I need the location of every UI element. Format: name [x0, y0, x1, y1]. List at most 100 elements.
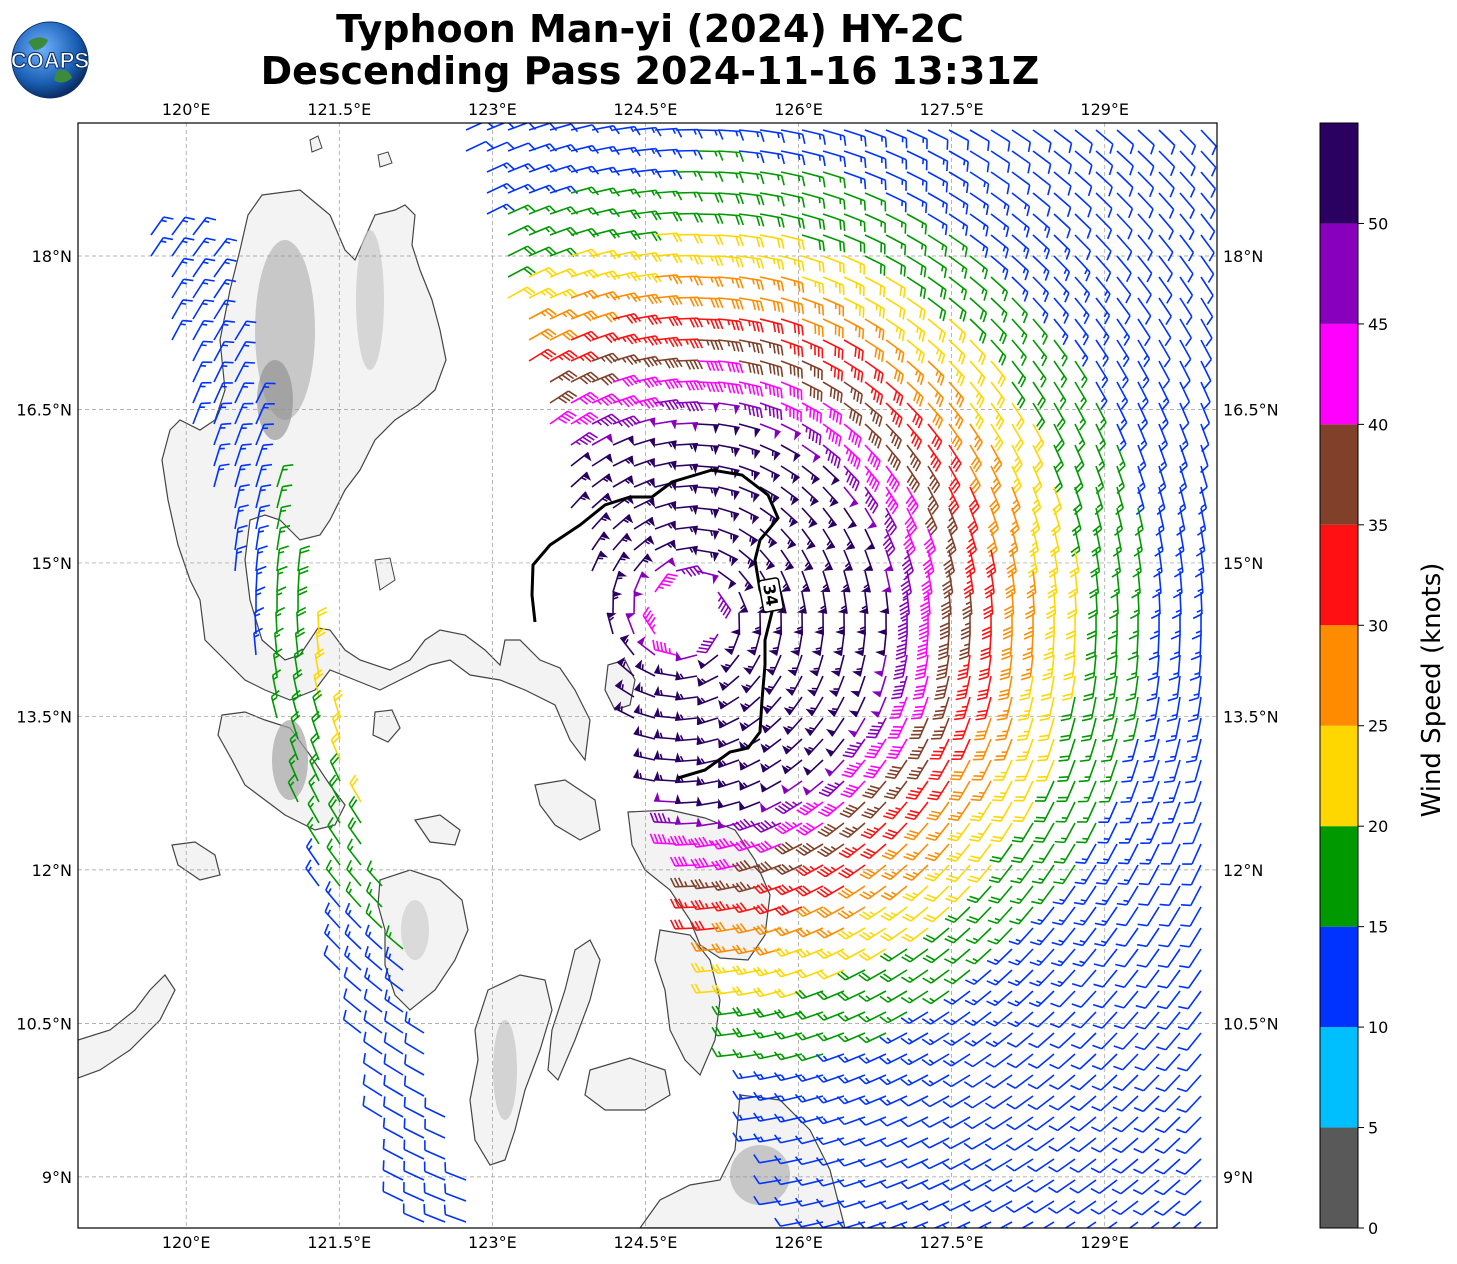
wind-barb	[1080, 717, 1097, 742]
colorbar-tick-label: 45	[1368, 315, 1388, 334]
wind-barb	[1029, 948, 1055, 967]
wind-barb	[843, 402, 863, 426]
wind-barb	[696, 714, 719, 726]
wind-barb	[1032, 318, 1048, 345]
wind-barb	[612, 374, 642, 387]
wind-barb	[785, 675, 803, 696]
wind-barb	[1116, 885, 1139, 906]
wind-barb	[1074, 255, 1091, 282]
wind-barb	[696, 150, 724, 161]
wind-barb	[1179, 381, 1191, 410]
wind-barb	[347, 817, 362, 845]
wind-barb	[654, 707, 677, 719]
wind-barb	[843, 360, 864, 383]
wind-barb	[738, 423, 761, 438]
wind-barb	[1200, 339, 1213, 368]
wind-barb	[987, 906, 1013, 925]
wind-barb	[990, 423, 1004, 452]
wind-barb	[738, 171, 765, 185]
wind-barb	[675, 545, 698, 556]
wind-barb	[801, 402, 823, 424]
wind-barb	[922, 927, 950, 943]
wind-barb	[988, 864, 1013, 884]
wind-barb	[1116, 906, 1139, 927]
wind-barb	[1030, 507, 1041, 537]
wind-barb	[863, 759, 887, 779]
wind-barb	[675, 651, 698, 662]
wind-barb	[1200, 297, 1214, 326]
wind-barb	[328, 774, 341, 803]
wind-barb	[759, 150, 786, 165]
wind-barb	[213, 258, 237, 278]
wind-barb	[234, 524, 248, 551]
wind-barb	[1032, 171, 1052, 196]
wind-barb	[717, 234, 744, 247]
wind-barb	[984, 570, 995, 599]
wind-barb	[1054, 822, 1076, 844]
wind-barb	[570, 431, 598, 446]
logo-text: COAPS	[11, 48, 89, 73]
wind-barb	[1053, 276, 1070, 303]
wind-barb	[1073, 885, 1097, 906]
wind-barb	[968, 822, 992, 842]
wind-barb	[1179, 255, 1194, 283]
wind-barb	[633, 553, 654, 572]
wind-barb	[213, 422, 232, 446]
wind-barb	[760, 738, 782, 753]
wind-barb	[669, 835, 698, 846]
wind-barb	[826, 717, 845, 737]
colorbar-segment-8	[1320, 323, 1358, 425]
wind-barb	[1056, 780, 1076, 803]
colorbar-segment-2	[1320, 926, 1358, 1028]
wind-barb	[675, 690, 698, 701]
colorbar-tick-label: 35	[1368, 516, 1388, 535]
wind-barb	[822, 486, 839, 508]
wind-barb	[1115, 927, 1139, 947]
y-tick-label-right: 16.5°N	[1223, 400, 1279, 419]
wind-barb	[1188, 675, 1202, 702]
wind-barb	[1030, 906, 1055, 925]
wind-barb	[822, 318, 844, 339]
wind-barb	[654, 539, 677, 551]
wind-barb	[255, 423, 274, 446]
wind-barb	[795, 822, 824, 836]
wind-barb	[1098, 801, 1118, 824]
wind-barb	[1137, 297, 1152, 325]
wind-barb	[1137, 318, 1151, 347]
wind-barb	[1053, 444, 1064, 473]
wind-barb	[1032, 381, 1046, 410]
wind-barb	[848, 696, 866, 718]
wind-barb	[1138, 885, 1160, 906]
wind-barb	[675, 752, 698, 763]
wind-barb	[801, 507, 818, 529]
wind-barb	[717, 339, 744, 353]
wind-barb	[780, 570, 791, 593]
busuanga-island	[171, 841, 221, 881]
wind-barb	[612, 333, 642, 345]
wind-barb	[906, 192, 928, 214]
wind-barb	[906, 213, 928, 235]
wind-barb	[738, 780, 761, 791]
wind-barb	[801, 171, 826, 188]
wind-barb	[895, 633, 908, 660]
wind-barb	[811, 633, 824, 656]
wind-barb	[1148, 633, 1160, 661]
wind-barb	[843, 465, 860, 492]
wind-barb	[1116, 276, 1132, 304]
wind-barb	[839, 801, 866, 818]
wind-barb	[1095, 318, 1110, 346]
wind-barb	[633, 231, 662, 242]
wind-barb	[906, 444, 922, 472]
wind-barb	[1158, 192, 1175, 219]
wind-barb	[948, 465, 961, 494]
wind-barb	[1137, 234, 1153, 262]
wind-barb	[817, 591, 828, 614]
wind-barb	[213, 299, 236, 320]
wind-barb	[759, 528, 778, 549]
wind-barb	[759, 297, 785, 313]
wind-barb	[885, 339, 905, 363]
wind-barb	[795, 905, 824, 918]
wind-barb	[864, 192, 887, 212]
wind-barb	[616, 656, 635, 677]
wind-barb	[549, 349, 578, 362]
